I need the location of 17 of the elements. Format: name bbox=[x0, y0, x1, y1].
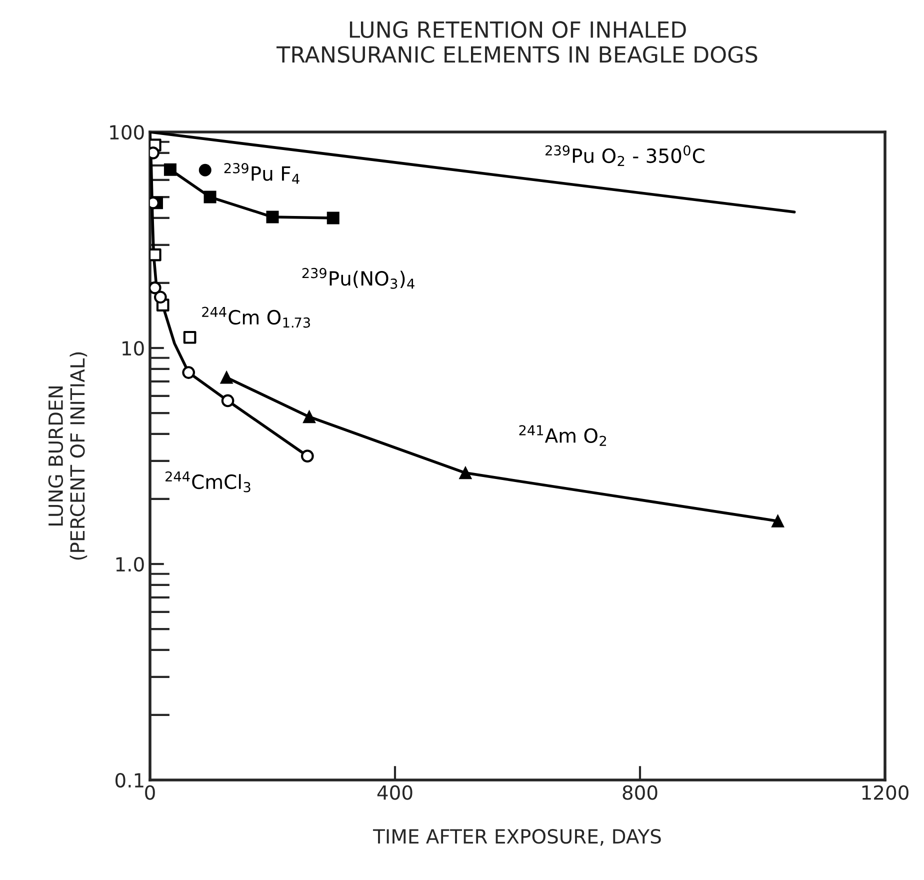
y-tick-label: 1.0 bbox=[116, 556, 144, 572]
y-tick-label: 0.1 bbox=[116, 772, 144, 788]
y-axis-title: LUNG BURDEN (PERCENT OF INITIAL) bbox=[48, 352, 88, 560]
x-tick-label: 0 bbox=[145, 785, 155, 800]
series-label: $^{239}$Pu O$_{2}$ - 350$^{0}$C bbox=[546, 145, 704, 166]
text: $^{244}$CmCl$_{3}$ bbox=[166, 471, 250, 492]
series-label: $^{241}$Am O$_{2}$ bbox=[519, 425, 606, 446]
series-label: $^{239}$Pu F$_{4}$ bbox=[224, 163, 300, 184]
series-label: $^{244}$Cm O$_{1.73}$ bbox=[202, 306, 310, 328]
y-tick-label: 100 bbox=[110, 124, 144, 140]
x-tick-label: 800 bbox=[622, 785, 658, 800]
x-tick-label: 1200 bbox=[862, 785, 908, 800]
x-tick-label: 400 bbox=[377, 785, 412, 800]
text: $^{239}$Pu(NO$_{3}$)$_{4}$ bbox=[302, 268, 414, 289]
x-axis-title: TIME AFTER EXPOSURE, DAYS bbox=[373, 829, 661, 846]
chart-title: LUNG RETENTION OF INHALED TRANSURANIC ELEMENTS IN BEAGLE DOGS bbox=[276, 21, 758, 63]
y-tick-label: 10 bbox=[122, 340, 144, 356]
